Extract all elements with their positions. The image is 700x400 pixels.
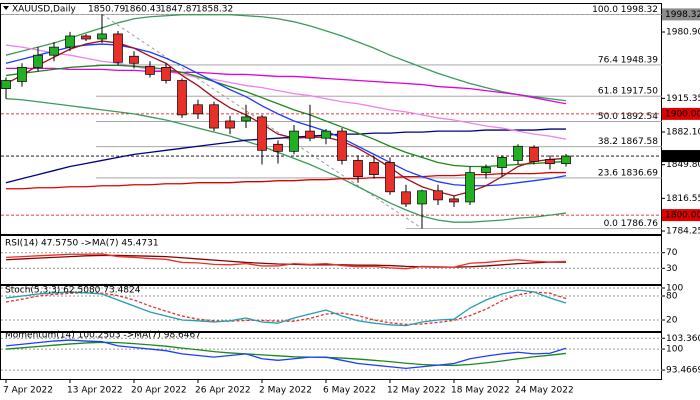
y-tick-label: 20	[666, 316, 678, 326]
x-tick-label: 7 Apr 2022	[3, 386, 53, 396]
ohlc-close: 1858.32	[196, 5, 233, 15]
y-tick-label: 70	[666, 248, 678, 258]
fib-level-label: 0.0 1786.76	[604, 219, 659, 229]
candle-body	[449, 198, 459, 203]
candle-body	[417, 190, 427, 205]
candle-body	[273, 143, 283, 152]
candle-body	[337, 130, 347, 161]
price-label: 1998.32	[665, 10, 700, 20]
indicator-title: Momentum(14) 100.2503 ->MA(7) 98.6467	[5, 331, 201, 341]
indicator-line	[6, 67, 567, 105]
ohlc-open: 1850.79	[88, 5, 125, 15]
candle-body	[129, 55, 139, 64]
fib-level-label: 38.2 1867.58	[598, 137, 658, 147]
ohlc-high: 1860.43	[124, 5, 161, 15]
candle-body	[545, 159, 555, 165]
candle-body	[433, 190, 443, 201]
candle-body	[161, 66, 171, 81]
candle-body	[177, 80, 187, 116]
y-tick-label: 100	[666, 345, 683, 355]
symbol-title: XAUUSD,Daily	[12, 5, 76, 15]
candle-body	[257, 116, 267, 151]
candle-body	[17, 66, 27, 82]
candle-body	[145, 65, 155, 75]
candle-body	[561, 155, 571, 165]
candle-body	[401, 191, 411, 205]
x-tick-label: 2 May 2022	[259, 386, 312, 396]
price-label-box	[662, 8, 700, 21]
price-label: 1800.00	[665, 211, 700, 221]
candle-body	[81, 35, 91, 40]
candle-body	[385, 162, 395, 193]
stoch-panel-frame	[0, 285, 662, 332]
candle-body	[465, 172, 475, 203]
price-label-box	[662, 209, 700, 222]
indicator-line	[5, 14, 567, 102]
y-tick-label: 1980.90	[666, 28, 700, 38]
candle-body	[353, 160, 363, 177]
indicator-line	[5, 289, 567, 327]
y-tick-label: 103.3602	[666, 334, 700, 344]
fib-level-label: 50.0 1892.54	[598, 112, 658, 122]
indicator-line	[5, 253, 567, 270]
x-tick-label: 18 May 2022	[451, 386, 510, 396]
fib-level-label: 76.4 1948.39	[598, 55, 658, 65]
candle-body	[49, 46, 59, 56]
candle-body	[193, 104, 203, 115]
y-tick-label: 1849.80	[666, 160, 700, 170]
indicator-line	[5, 341, 567, 367]
candle-body	[97, 33, 107, 40]
indicator-title: Stoch(5,3,3) 62.5080 73.4824	[5, 286, 141, 296]
indicator-line	[5, 44, 567, 140]
ohlc-low: 1847.87	[160, 5, 197, 15]
candle-body	[65, 35, 75, 48]
x-tick-label: 6 May 2022	[323, 386, 376, 396]
fib-level-label: 61.8 1917.50	[598, 87, 658, 97]
x-tick-label: 20 Apr 2022	[131, 386, 187, 396]
candle-body	[1, 80, 11, 89]
header: XAUUSD,Daily 1850.79 1860.43 1847.87 185…	[12, 5, 233, 15]
candle-body	[513, 145, 523, 161]
candle-body	[529, 146, 539, 162]
candle-body	[321, 130, 331, 139]
y-tick-label: 1882.10	[666, 128, 700, 138]
candle-body	[209, 104, 219, 129]
fib-level-label: 23.6 1836.69	[598, 168, 658, 178]
x-tick-label: 13 Apr 2022	[67, 386, 123, 396]
indicator-line	[5, 128, 566, 184]
y-tick-label: 100	[666, 284, 683, 294]
price-label-box	[662, 107, 700, 120]
candle-body	[497, 157, 507, 168]
price-label-box	[662, 150, 700, 163]
y-tick-label: 1784.25	[666, 227, 700, 237]
candle-body	[305, 130, 315, 139]
momentum-panel-frame	[0, 332, 662, 380]
y-tick-label: 93.4669	[666, 366, 700, 376]
rsi-panel-frame	[0, 235, 662, 285]
candle-body	[369, 162, 379, 175]
price-label: 1858.32	[665, 152, 700, 162]
indicator-line	[5, 64, 567, 168]
price-label: 1900.00	[665, 109, 700, 119]
x-tick-label: 12 May 2022	[387, 386, 446, 396]
candle-body	[241, 116, 251, 122]
main-panel-frame	[0, 3, 662, 235]
candle-body	[33, 54, 43, 68]
y-tick-label: 1915.35	[666, 94, 700, 104]
y-tick-label: 80	[666, 292, 678, 302]
candle-body	[113, 33, 123, 63]
candle-body	[481, 167, 491, 173]
x-tick-label: 24 May 2022	[515, 386, 574, 396]
fib-level-label: 100.0 1998.32	[592, 5, 658, 15]
y-tick-label: 1816.55	[666, 194, 700, 204]
candle-body	[225, 120, 235, 129]
x-tick-label: 26 Apr 2022	[195, 386, 251, 396]
collapse-icon	[3, 6, 9, 10]
indicator-line	[5, 339, 567, 370]
indicator-line	[5, 98, 567, 223]
candle-body	[289, 130, 299, 152]
indicator-title: RSI(14) 47.5750 ->MA(7) 45.4731	[5, 239, 159, 249]
y-tick-label: 30	[666, 264, 678, 274]
